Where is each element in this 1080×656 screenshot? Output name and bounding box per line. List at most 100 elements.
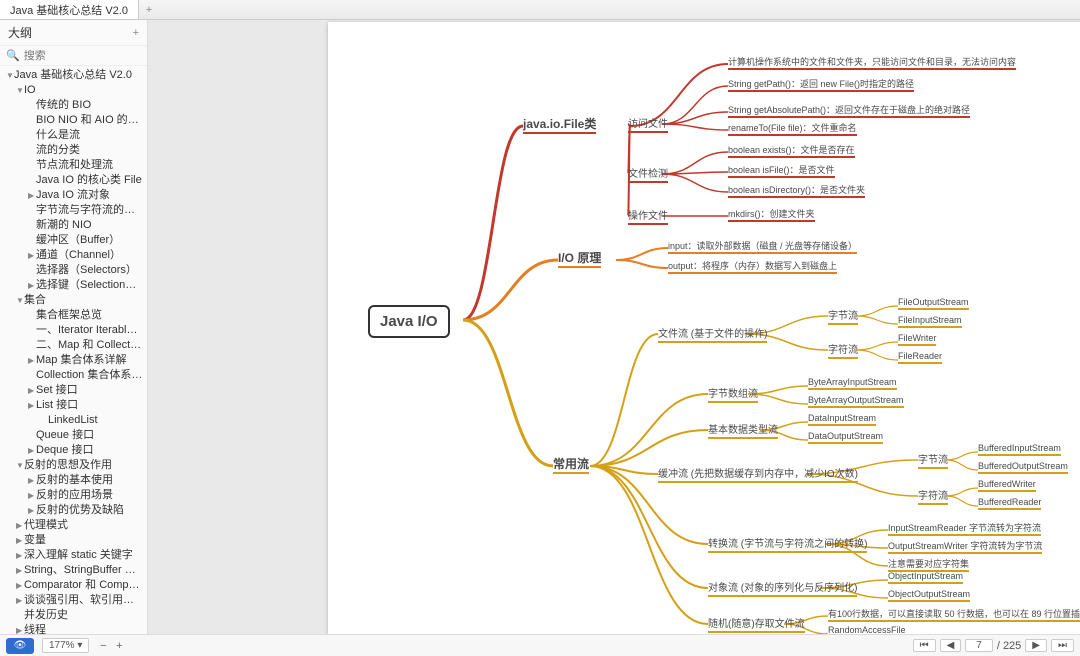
- mindmap-node[interactable]: java.io.File类: [523, 115, 596, 132]
- outline-item[interactable]: 缓冲区（Buffer）: [4, 233, 147, 248]
- mindmap-node[interactable]: mkdirs()：创建文件夹: [728, 207, 815, 220]
- mindmap-node[interactable]: 常用流: [553, 455, 589, 472]
- outline-item[interactable]: ▶Comparator 和 Comparable: [4, 578, 147, 593]
- outline-item[interactable]: ▶线程: [4, 623, 147, 634]
- mindmap-node[interactable]: ByteArrayInputStream: [808, 377, 897, 387]
- mindmap-node[interactable]: DataInputStream: [808, 413, 876, 423]
- outline-item[interactable]: LinkedList: [4, 413, 147, 428]
- outline-item[interactable]: ▶Map 集合体系详解: [4, 353, 147, 368]
- page-number[interactable]: 7: [965, 639, 993, 652]
- mindmap-node[interactable]: I/O 原理: [558, 249, 601, 266]
- mindmap-node[interactable]: 有100行数据，可以直接读取 50 行数据，也可以在 89 行位置插入数据: [828, 607, 1080, 620]
- mindmap-node[interactable]: BufferedOutputStream: [978, 461, 1068, 471]
- outline-item[interactable]: ▶Deque 接口: [4, 443, 147, 458]
- outline-item[interactable]: 什么是流: [4, 128, 147, 143]
- mindmap-node[interactable]: String getAbsolutePath()：返回文件存在于磁盘上的绝对路径: [728, 103, 970, 116]
- mindmap-node[interactable]: InputStreamReader 字节流转为字符流: [888, 521, 1041, 534]
- mindmap-node[interactable]: 注意需要对应字符集: [888, 557, 969, 570]
- outline-item[interactable]: ▶反射的优势及缺陷: [4, 503, 147, 518]
- mindmap-node[interactable]: 访问文件: [628, 115, 668, 130]
- canvas-area[interactable]: Java I/O java.io.File类 计算机操作系统中的文件和文件夹，只能访…: [148, 20, 1080, 634]
- sidebar-add-button[interactable]: +: [133, 27, 139, 39]
- mindmap-node[interactable]: FileOutputStream: [898, 297, 969, 307]
- mindmap-node[interactable]: 操作文件: [628, 207, 668, 222]
- mindmap-node[interactable]: 文件检测: [628, 165, 668, 180]
- mindmap-node[interactable]: 文件流 (基于文件的操作): [658, 325, 767, 340]
- outline-item[interactable]: ▶List 接口: [4, 398, 147, 413]
- zoom-in-button[interactable]: +: [111, 640, 127, 652]
- mindmap-node[interactable]: 对象流 (对象的序列化与反序列化): [708, 579, 857, 594]
- mindmap-node[interactable]: 字符流: [918, 487, 948, 502]
- mindmap-node[interactable]: String getPath()：返回 new File()时指定的路径: [728, 77, 914, 90]
- mindmap-node[interactable]: 转换流 (字节流与字符流之间的转换): [708, 535, 867, 550]
- outline-item[interactable]: 并发历史: [4, 608, 147, 623]
- mindmap-node[interactable]: BufferedWriter: [978, 479, 1036, 489]
- outline-item[interactable]: ▶谈谈强引用、软引用、弱引...: [4, 593, 147, 608]
- mindmap-node[interactable]: 缓冲流 (先把数据缓存到内存中，减少IO次数): [658, 465, 858, 480]
- outline-item[interactable]: ▶变量: [4, 533, 147, 548]
- outline-item[interactable]: ▶代理模式: [4, 518, 147, 533]
- zoom-out-button[interactable]: −: [95, 640, 111, 652]
- mindmap-node[interactable]: BufferedReader: [978, 497, 1041, 507]
- outline-item[interactable]: ▶反射的基本使用: [4, 473, 147, 488]
- outline-item[interactable]: BIO NIO 和 AIO 的区别: [4, 113, 147, 128]
- prev-page-button[interactable]: ◀: [940, 639, 962, 652]
- outline-item[interactable]: 集合框架总览: [4, 308, 147, 323]
- mindmap-node[interactable]: input：读取外部数据（磁盘 / 光盘等存储设备）: [668, 239, 857, 252]
- mindmap-node[interactable]: renameTo(File file)：文件重命名: [728, 121, 857, 134]
- mindmap-node[interactable]: FileWriter: [898, 333, 936, 343]
- outline-item[interactable]: ▶Set 接口: [4, 383, 147, 398]
- outline-item[interactable]: ▶深入理解 static 关键字: [4, 548, 147, 563]
- mindmap-node[interactable]: OutputStreamWriter 字符流转为字节流: [888, 539, 1042, 552]
- mindmap-node[interactable]: 基本数据类型流: [708, 421, 778, 436]
- outline-item[interactable]: 二、Map 和 Collection...: [4, 338, 147, 353]
- outline-item[interactable]: ▶Java IO 流对象: [4, 188, 147, 203]
- mindmap-node[interactable]: 字节数组流: [708, 385, 758, 400]
- outline-item[interactable]: 一、Iterator Iterable Lis...: [4, 323, 147, 338]
- outline-item[interactable]: ▼Java 基础核心总结 V2.0: [4, 68, 147, 83]
- document-tab[interactable]: Java 基础核心总结 V2.0: [0, 0, 139, 19]
- mindmap-node[interactable]: Java I/O: [368, 305, 450, 338]
- mindmap-node[interactable]: boolean exists()：文件是否存在: [728, 143, 855, 156]
- presentation-mode-button[interactable]: 👁: [6, 638, 34, 654]
- search-input[interactable]: [24, 50, 166, 62]
- mindmap-node[interactable]: FileInputStream: [898, 315, 962, 325]
- mindmap-node[interactable]: 字节流: [918, 451, 948, 466]
- outline-item[interactable]: ▼反射的思想及作用: [4, 458, 147, 473]
- outline-item[interactable]: 节点流和处理流: [4, 158, 147, 173]
- next-page-button[interactable]: ▶: [1025, 639, 1047, 652]
- add-tab-button[interactable]: +: [139, 4, 159, 16]
- outline-item[interactable]: ▼IO: [4, 83, 147, 98]
- outline-item[interactable]: ▶通道（Channel）: [4, 248, 147, 263]
- outline-item[interactable]: Queue 接口: [4, 428, 147, 443]
- outline-item[interactable]: ▶选择键（SelectionKey）: [4, 278, 147, 293]
- outline-item[interactable]: 传统的 BIO: [4, 98, 147, 113]
- mindmap-node[interactable]: 计算机操作系统中的文件和文件夹，只能访问文件和目录，无法访问内容: [728, 55, 1016, 68]
- outline-item[interactable]: 字节流与字符流的转换: [4, 203, 147, 218]
- expand-arrow-icon: ▶: [28, 188, 36, 203]
- mindmap-node[interactable]: BufferedInputStream: [978, 443, 1061, 453]
- outline-item[interactable]: Collection 集合体系详解: [4, 368, 147, 383]
- mindmap-node[interactable]: ByteArrayOutputStream: [808, 395, 904, 405]
- outline-item[interactable]: Java IO 的核心类 File: [4, 173, 147, 188]
- outline-item[interactable]: 流的分类: [4, 143, 147, 158]
- outline-item[interactable]: 新潮的 NIO: [4, 218, 147, 233]
- outline-item[interactable]: ▶反射的应用场景: [4, 488, 147, 503]
- mindmap-node[interactable]: ObjectOutputStream: [888, 589, 970, 599]
- outline-item[interactable]: 选择器（Selectors）: [4, 263, 147, 278]
- mindmap-node[interactable]: 随机(随意)存取文件流: [708, 615, 805, 630]
- mindmap-node[interactable]: output：将程序（内存）数据写入到磁盘上: [668, 259, 837, 272]
- mindmap-node[interactable]: 字符流: [828, 341, 858, 356]
- mindmap-node[interactable]: boolean isDirectory()：是否文件夹: [728, 183, 865, 196]
- mindmap-node[interactable]: 字节流: [828, 307, 858, 322]
- zoom-select[interactable]: 177% ▾: [42, 638, 89, 653]
- mindmap-node[interactable]: DataOutputStream: [808, 431, 883, 441]
- first-page-button[interactable]: ⏮: [913, 639, 936, 652]
- mindmap-node[interactable]: ObjectInputStream: [888, 571, 963, 581]
- outline-item[interactable]: ▼集合: [4, 293, 147, 308]
- outline-item[interactable]: ▶String、StringBuffer 和 Stri...: [4, 563, 147, 578]
- last-page-button[interactable]: ⏭: [1051, 639, 1074, 652]
- mindmap-node[interactable]: RandomAccessFile: [828, 625, 906, 634]
- mindmap-node[interactable]: boolean isFile()：是否文件: [728, 163, 835, 176]
- mindmap-node[interactable]: FileReader: [898, 351, 942, 361]
